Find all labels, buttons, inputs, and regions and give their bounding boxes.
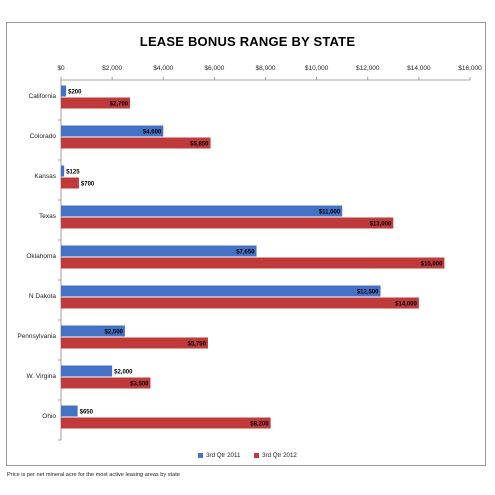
data-label: $8,200: [250, 421, 269, 427]
legend-label-2012: 3rd Qtr 2012: [262, 452, 297, 459]
bar: [61, 285, 381, 297]
category-label: N Dakota: [29, 293, 56, 300]
bar: [61, 325, 125, 337]
legend-swatch-2012: [254, 453, 260, 458]
data-label: $3,500: [130, 381, 149, 387]
bar: [61, 97, 131, 109]
bar: [61, 177, 79, 189]
data-label: $2,700: [110, 101, 129, 107]
bar: [61, 405, 78, 417]
data-label: $12,500: [357, 289, 379, 295]
category-label: Oklahoma: [26, 253, 56, 260]
bar: [61, 417, 271, 429]
chart-frame: [6, 22, 486, 466]
data-label: $2,000: [114, 369, 133, 375]
data-label: $13,000: [370, 221, 392, 227]
data-label: $700: [81, 181, 95, 187]
legend: 3rd Qtr 2011 3rd Qtr 2012: [0, 452, 495, 460]
legend-item-2012: 3rd Qtr 2012: [254, 452, 297, 459]
data-label: $14,000: [395, 301, 417, 307]
category-label: California: [29, 93, 57, 100]
category-label: Ohio: [42, 413, 56, 420]
bar: [61, 337, 208, 349]
chart-title: LEASE BONUS RANGE BY STATE: [139, 34, 356, 49]
footnote: Price is per net mineral acre for the mo…: [7, 472, 180, 478]
x-tick-label: $0: [57, 65, 65, 72]
data-label: $2,500: [105, 329, 124, 335]
data-label: $11,000: [319, 209, 341, 215]
category-label: Pennsylvania: [17, 333, 56, 340]
bar: [61, 125, 164, 137]
x-tick-label: $16,000: [458, 65, 482, 72]
data-label: $125: [66, 169, 80, 175]
bar: [61, 137, 211, 149]
x-tick-label: $8,000: [256, 65, 276, 72]
data-label: $650: [80, 409, 94, 415]
data-label: $4,000: [143, 129, 162, 135]
x-tick-label: $14,000: [407, 65, 431, 72]
data-label: $5,750: [188, 341, 207, 347]
category-label: W. Virgina: [26, 373, 56, 380]
x-tick-label: $12,000: [356, 65, 380, 72]
x-tick-label: $6,000: [204, 65, 224, 72]
bar: [61, 205, 343, 217]
category-label: Texas: [39, 213, 57, 220]
bar: [61, 217, 394, 229]
x-tick-label: $10,000: [305, 65, 329, 72]
category-label: Colorado: [30, 133, 57, 140]
bar: [61, 245, 257, 257]
x-tick-label: $2,000: [102, 65, 122, 72]
bar: [61, 257, 445, 269]
bar: [61, 377, 151, 389]
category-label: Kansas: [34, 173, 56, 180]
bar: [61, 297, 419, 309]
legend-item-2011: 3rd Qtr 2011: [198, 452, 240, 459]
legend-label-2011: 3rd Qtr 2011: [206, 452, 241, 459]
legend-swatch-2011: [198, 453, 204, 458]
data-label: $5,850: [190, 141, 209, 147]
x-tick-label: $4,000: [153, 65, 173, 72]
bar: [61, 85, 67, 97]
data-label: $7,650: [236, 249, 255, 255]
data-label: $15,000: [421, 261, 443, 267]
data-label: $200: [68, 89, 82, 95]
bar: [61, 365, 113, 377]
bar: [61, 165, 65, 177]
